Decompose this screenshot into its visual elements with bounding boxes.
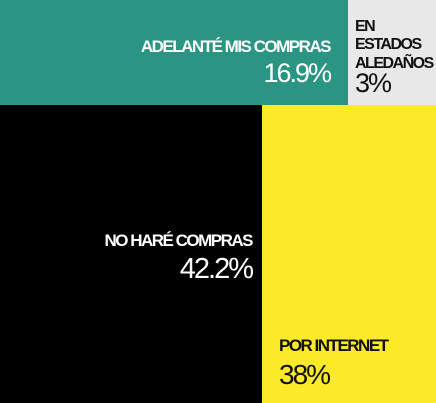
tile-label: EN ESTADOS ALEDAÑOS bbox=[355, 18, 434, 72]
tile-en-estados-aledanos: EN ESTADOS ALEDAÑOS 3% bbox=[348, 0, 436, 105]
tile-value: 38% bbox=[279, 359, 331, 390]
tile-label: NO HARÉ COMPRAS bbox=[104, 231, 253, 250]
tile-value: 42.2% bbox=[179, 253, 254, 285]
tile-por-internet: POR INTERNET 38% bbox=[262, 105, 436, 403]
tile-label: ADELANTÉ MIS COMPRAS bbox=[140, 37, 332, 56]
tile-no-hare-compras: NO HARÉ COMPRAS 42.2% bbox=[0, 105, 262, 403]
tile-label: POR INTERNET bbox=[279, 336, 389, 355]
tile-adelante-mis-compras: ADELANTÉ MIS COMPRAS 16.9% bbox=[0, 0, 348, 105]
tile-value: 16.9% bbox=[263, 58, 332, 88]
tile-value: 3% bbox=[355, 68, 392, 98]
